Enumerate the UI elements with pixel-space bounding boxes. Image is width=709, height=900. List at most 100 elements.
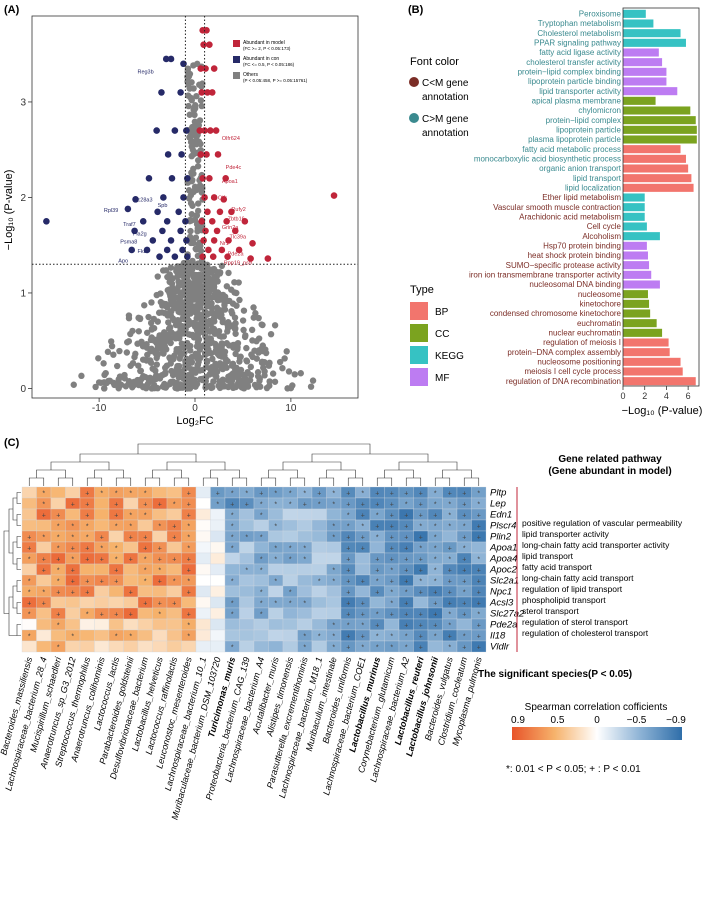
heatmap-significance-mark: * xyxy=(115,491,118,498)
volcano-point-other xyxy=(255,335,263,342)
heatmap-cell xyxy=(152,629,168,642)
pathway-item: regulation of lipid transport xyxy=(522,584,623,594)
volcano-point-up xyxy=(208,89,216,96)
volcano-gene-label-up: Rufy2 xyxy=(231,207,245,213)
volcano-point-other xyxy=(190,107,198,114)
type-legend-label: KEGG xyxy=(435,351,464,362)
volcano-point-other xyxy=(187,365,195,373)
heatmap-significance-mark: * xyxy=(129,634,132,641)
heatmap-significance-mark: + xyxy=(187,568,191,575)
colorbar-title: Spearman correlation cofficients xyxy=(525,702,668,713)
heatmap-significance-mark: + xyxy=(375,557,379,564)
enrichment-category-label: heat shock protein binding xyxy=(528,251,621,260)
heatmap-significance-mark: * xyxy=(158,568,161,575)
heatmap-significance-mark: * xyxy=(245,491,248,498)
volcano-point-other xyxy=(154,385,161,392)
dendrogram-branch xyxy=(152,469,182,478)
volcano-point-other xyxy=(153,291,160,299)
colorbar-tick-label: 0 xyxy=(594,715,600,726)
heatmap-significance-mark: + xyxy=(462,513,466,520)
volcano-point-other xyxy=(175,278,182,285)
heatmap-significance-mark: + xyxy=(158,601,162,608)
legend-label-down: Abundant in con xyxy=(243,56,279,62)
heatmap-significance-mark: * xyxy=(332,491,335,498)
pathway-item: lipid transport xyxy=(522,551,574,561)
heatmap-cell xyxy=(471,541,487,554)
volcano-point-up xyxy=(212,127,220,134)
heatmap-cell xyxy=(123,541,139,554)
heatmap-cell xyxy=(456,618,472,631)
volcano-gene-label-up: Tlc39a xyxy=(230,235,247,241)
enrichment-bar xyxy=(623,77,667,86)
pathway-item: long-chain fatty acid transporter activi… xyxy=(522,540,670,550)
enrichment-category-label: Tryptophan metabolism xyxy=(538,19,622,28)
volcano-point-other xyxy=(233,364,240,372)
heatmap-cell xyxy=(224,585,240,598)
volcano-point-other xyxy=(123,349,131,356)
heatmap-cell xyxy=(166,508,182,521)
heatmap-cell xyxy=(21,640,37,653)
heatmap-significance-mark: + xyxy=(448,590,452,597)
font-color-label-cm-greater: C>M gene xyxy=(422,114,469,125)
volcano-point-down xyxy=(128,246,136,254)
species-caption: The significant species(P < 0.05) xyxy=(478,669,632,680)
volcano-point-other xyxy=(183,339,191,347)
heatmap-significance-mark: * xyxy=(289,491,292,498)
heatmap-cell xyxy=(282,519,298,532)
heatmap-significance-mark: + xyxy=(404,568,408,575)
heatmap-significance-mark: + xyxy=(477,513,481,520)
volcano-point-other xyxy=(214,268,221,276)
heatmap-significance-mark: * xyxy=(187,623,190,630)
volcano-point-other xyxy=(184,65,192,72)
heatmap-cell xyxy=(50,497,66,510)
volcano-point-other xyxy=(232,330,239,337)
dendrogram-branch xyxy=(16,580,21,592)
volcano-point-other xyxy=(189,146,197,154)
heatmap-significance-mark: + xyxy=(404,491,408,498)
heatmap-significance-mark: * xyxy=(187,634,190,641)
heatmap-significance-mark: + xyxy=(114,502,118,509)
volcano-y-tick-label: 3 xyxy=(20,97,26,108)
volcano-point-up xyxy=(231,227,239,235)
dendrogram-branch xyxy=(405,477,422,486)
heatmap-significance-mark: * xyxy=(405,590,408,597)
heatmap-significance-mark: * xyxy=(318,634,321,641)
heatmap-cell xyxy=(152,530,168,543)
volcano-point-other xyxy=(143,329,151,336)
heatmap-significance-mark: + xyxy=(187,557,191,564)
heatmap-significance-mark: + xyxy=(85,590,89,597)
heatmap-cell xyxy=(355,552,371,565)
heatmap-significance-mark: + xyxy=(448,634,452,641)
volcano-point-down xyxy=(175,208,182,216)
heatmap-cell xyxy=(79,640,95,653)
volcano-point-up xyxy=(207,127,214,134)
heatmap-cell xyxy=(94,618,110,631)
heatmap-row-label: Edn1 xyxy=(490,510,512,521)
volcano-point-other xyxy=(200,275,207,282)
heatmap-significance-mark: + xyxy=(419,590,423,597)
volcano-point-up xyxy=(206,175,213,182)
heatmap-significance-mark: + xyxy=(114,579,118,586)
heatmap-cell xyxy=(210,508,226,521)
volcano-point-up xyxy=(204,208,211,216)
volcano-point-other xyxy=(230,344,237,351)
heatmap-significance-mark: * xyxy=(245,535,248,542)
heatmap-cell xyxy=(36,640,52,653)
enrichment-bar xyxy=(623,164,689,173)
dendrogram-branch xyxy=(144,477,161,486)
heatmap-significance-mark: * xyxy=(448,612,451,619)
heatmap-cell xyxy=(210,640,226,653)
volcano-point-other xyxy=(167,296,175,304)
heatmap-significance-mark: * xyxy=(115,634,118,641)
dendrogram-branch xyxy=(36,469,66,478)
heatmap-significance-mark: + xyxy=(462,645,466,652)
volcano-point-other xyxy=(194,365,201,372)
heatmap-cell xyxy=(326,552,342,565)
volcano-gene-label-up: Zbtb16 xyxy=(228,216,245,222)
heatmap-significance-mark: + xyxy=(419,568,423,575)
volcano-point-other xyxy=(163,304,171,311)
volcano-point-up xyxy=(223,218,230,225)
enrichment-category-label: regulation of DNA recombination xyxy=(506,377,621,386)
volcano-point-other xyxy=(145,313,152,321)
heatmap-significance-mark: * xyxy=(28,634,31,641)
